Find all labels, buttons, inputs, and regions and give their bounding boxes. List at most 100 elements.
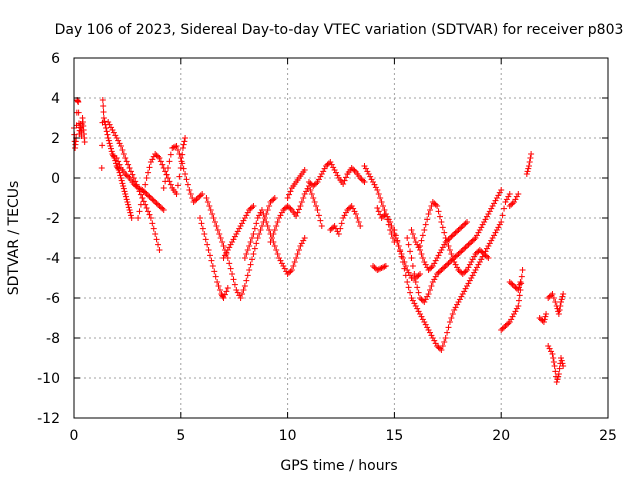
data-point	[274, 219, 281, 225]
data-point	[108, 148, 115, 155]
data-point	[445, 324, 452, 331]
data-point	[509, 281, 516, 288]
data-point	[415, 244, 422, 251]
data-point	[160, 207, 167, 213]
data-point	[249, 256, 255, 263]
data-point	[239, 291, 246, 297]
data-point	[431, 276, 438, 283]
data-point	[501, 324, 508, 331]
data-point	[422, 296, 429, 303]
data-point	[217, 235, 224, 241]
data-point	[513, 305, 520, 312]
data-point	[256, 231, 263, 237]
data-point	[249, 235, 255, 241]
data-point	[402, 272, 409, 279]
data-point	[227, 241, 234, 248]
data-point	[139, 195, 146, 201]
data-point	[419, 255, 426, 261]
data-point	[548, 348, 555, 355]
data-point	[385, 221, 392, 228]
data-point	[404, 279, 411, 285]
data-point	[506, 203, 513, 209]
data-point	[526, 159, 533, 165]
data-point	[492, 197, 499, 204]
data-point	[374, 267, 381, 273]
data-point	[381, 263, 388, 270]
data-point	[436, 249, 443, 256]
series-arc-21	[417, 199, 492, 277]
data-point	[378, 199, 385, 205]
data-point	[414, 284, 421, 291]
data-point	[220, 243, 227, 249]
data-point	[117, 172, 124, 179]
series-arc-12	[284, 167, 308, 201]
data-point	[241, 283, 248, 289]
data-point	[493, 195, 500, 201]
data-point	[558, 357, 565, 364]
data-point	[378, 215, 385, 221]
y-tick-label: -12	[37, 411, 60, 427]
data-point	[237, 295, 244, 301]
data-point	[465, 241, 472, 248]
data-point	[215, 283, 222, 289]
data-point	[150, 197, 157, 204]
data-point	[163, 171, 170, 178]
data-point	[199, 191, 206, 197]
data-point	[409, 263, 416, 269]
data-point	[153, 200, 160, 207]
data-point	[310, 183, 317, 189]
data-point	[147, 159, 154, 165]
data-point	[472, 267, 479, 273]
data-point	[183, 176, 190, 183]
data-point	[273, 247, 280, 253]
data-point	[298, 199, 305, 205]
data-point	[159, 161, 166, 168]
data-point	[505, 193, 512, 200]
data-point	[156, 155, 163, 161]
data-point	[458, 224, 465, 231]
data-point	[129, 171, 136, 178]
data-point	[502, 199, 509, 205]
data-point	[164, 175, 171, 181]
data-point	[422, 321, 429, 328]
data-point	[559, 293, 566, 300]
data-point	[508, 316, 515, 323]
data-point	[545, 295, 552, 301]
data-point	[284, 271, 291, 277]
data-point	[173, 191, 180, 197]
series-arc-19	[404, 187, 505, 305]
data-point	[483, 245, 490, 252]
data-point	[253, 220, 260, 227]
data-point	[116, 169, 123, 176]
data-point	[371, 181, 378, 188]
data-point	[81, 139, 88, 145]
data-point	[323, 163, 330, 169]
data-point	[174, 182, 181, 189]
data-point	[142, 189, 149, 196]
data-point	[448, 233, 455, 240]
data-point	[491, 232, 498, 239]
data-point	[476, 247, 483, 253]
data-point	[549, 351, 556, 357]
data-point	[223, 249, 230, 256]
data-point	[184, 181, 191, 188]
data-point	[415, 308, 422, 315]
data-point	[488, 205, 495, 212]
data-point	[427, 207, 433, 213]
data-point	[310, 195, 317, 201]
data-point	[122, 193, 129, 200]
data-point	[203, 195, 210, 201]
data-point	[287, 205, 294, 212]
data-point	[439, 224, 446, 231]
data-point	[268, 235, 275, 241]
data-point	[434, 343, 441, 349]
data-point	[468, 259, 475, 265]
data-point	[140, 188, 147, 195]
data-point	[218, 291, 225, 297]
data-point	[382, 263, 389, 269]
data-point	[247, 239, 254, 245]
data-point	[418, 313, 425, 320]
data-point	[291, 259, 298, 265]
data-point	[419, 297, 426, 304]
data-point	[274, 251, 281, 257]
